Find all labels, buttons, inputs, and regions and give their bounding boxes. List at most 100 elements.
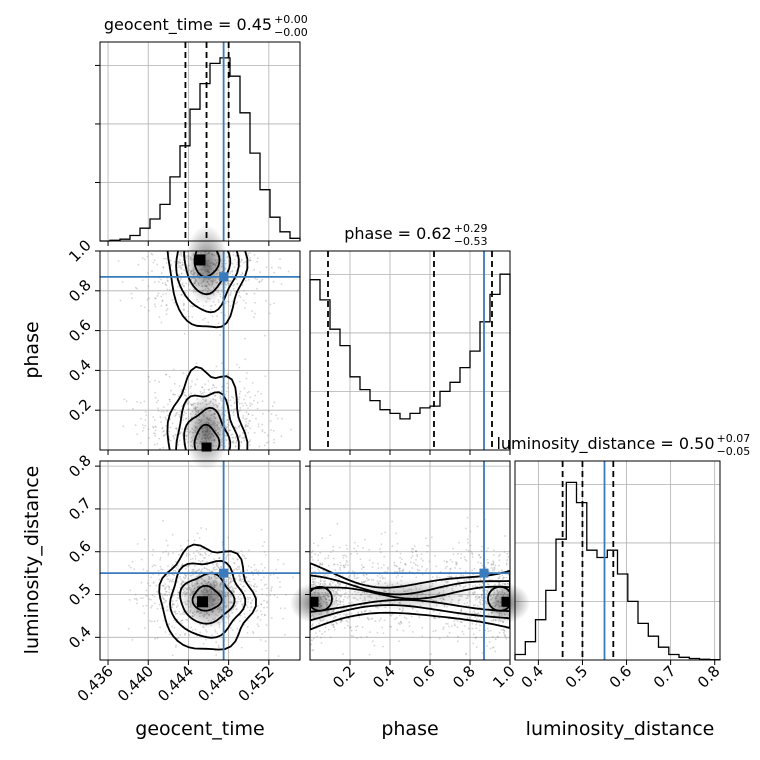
scatter-point [131, 639, 134, 641]
scatter-point [405, 617, 408, 620]
scatter-point [241, 273, 244, 275]
scatter-point [350, 635, 353, 637]
scatter-point [320, 642, 323, 644]
scatter-point [225, 555, 228, 558]
scatter-point [502, 578, 504, 580]
scatter-point [466, 516, 469, 519]
scatter-point [266, 587, 268, 590]
density-blob [184, 224, 229, 305]
scatter-point [270, 589, 273, 592]
scatter-point [422, 559, 424, 562]
scatter-point [340, 619, 342, 622]
scatter-point [360, 611, 363, 614]
scatter-point [241, 272, 244, 274]
scatter-point [334, 569, 337, 571]
scatter-point [182, 414, 185, 416]
scatter-point [425, 537, 427, 540]
scatter-point [136, 543, 139, 545]
scatter-point [379, 576, 381, 579]
scatter-point [128, 599, 131, 601]
scatter-point [225, 558, 228, 560]
scatter-point [164, 587, 167, 589]
scatter-point [490, 567, 493, 569]
scatter-point [226, 281, 229, 284]
scatter-point [233, 562, 236, 564]
scatter-point [231, 262, 234, 265]
scatter-point [150, 576, 153, 579]
scatter-point [250, 570, 253, 573]
scatter-point [497, 555, 500, 557]
scatter-point [225, 300, 227, 303]
scatter-point [162, 597, 165, 600]
scatter-point [234, 258, 236, 261]
scatter-point [250, 602, 252, 604]
scatter-point [443, 560, 446, 562]
scatter-point [357, 612, 360, 615]
scatter-point [398, 570, 401, 573]
scatter-point [244, 337, 246, 340]
scatter-point [312, 649, 315, 651]
scatter-point [348, 627, 351, 630]
y-axis-label: luminosity_distance [21, 466, 43, 655]
scatter-point [170, 389, 172, 392]
contour-line [487, 585, 510, 612]
scatter-point [173, 619, 176, 622]
scatter-point [456, 626, 459, 629]
scatter-point [256, 401, 259, 404]
scatter-point [242, 585, 245, 588]
scatter-point [139, 597, 142, 599]
scatter-point [235, 278, 238, 281]
scatter-point [245, 411, 248, 414]
scatter-point [311, 550, 314, 552]
contour-set [166, 251, 249, 329]
density-core [201, 442, 212, 452]
scatter-point [399, 623, 401, 626]
scatter-point [265, 299, 267, 302]
scatter-point [234, 290, 237, 293]
tick-label: 0.452 [235, 662, 278, 705]
scatter-point [162, 266, 165, 268]
scatter-point [335, 591, 338, 594]
scatter-point [344, 554, 346, 557]
scatter-point [343, 613, 345, 616]
scatter-point [314, 577, 317, 580]
scatter-point [455, 561, 457, 563]
scatter-point [478, 606, 481, 609]
scatter-point [479, 579, 482, 581]
scatter-point [332, 623, 335, 626]
scatter-point [183, 302, 185, 305]
scatter-point [474, 604, 476, 606]
scatter-point [156, 590, 159, 593]
scatter-point [177, 395, 180, 398]
scatter-point [396, 550, 398, 552]
scatter-point [478, 588, 481, 590]
scatter-point [240, 646, 243, 649]
scatter-point [421, 635, 424, 638]
scatter-point [164, 599, 167, 602]
scatter-point [196, 532, 199, 535]
scatter-point [183, 303, 185, 306]
scatter-point [364, 538, 367, 541]
scatter-point [226, 386, 229, 389]
scatter-point [231, 441, 234, 443]
scatter-point [250, 602, 252, 605]
scatter-point [172, 569, 175, 572]
scatter-point [336, 581, 339, 584]
scatter-point [238, 565, 241, 568]
scatter-point [177, 636, 180, 639]
scatter-point [505, 562, 508, 564]
scatter-point [202, 318, 204, 321]
scatter-point [163, 430, 165, 432]
scatter-point [159, 565, 162, 568]
scatter-point [238, 579, 241, 582]
scatter-point [457, 614, 460, 616]
scatter-point [168, 574, 170, 576]
scatter-point [382, 632, 385, 634]
scatter-point [235, 608, 238, 611]
scatter-point [494, 650, 497, 653]
scatter-point [168, 593, 171, 596]
scatter-point [237, 551, 240, 554]
scatter-point [177, 274, 180, 277]
scatter-point [199, 561, 202, 563]
grid-lines [310, 461, 510, 660]
